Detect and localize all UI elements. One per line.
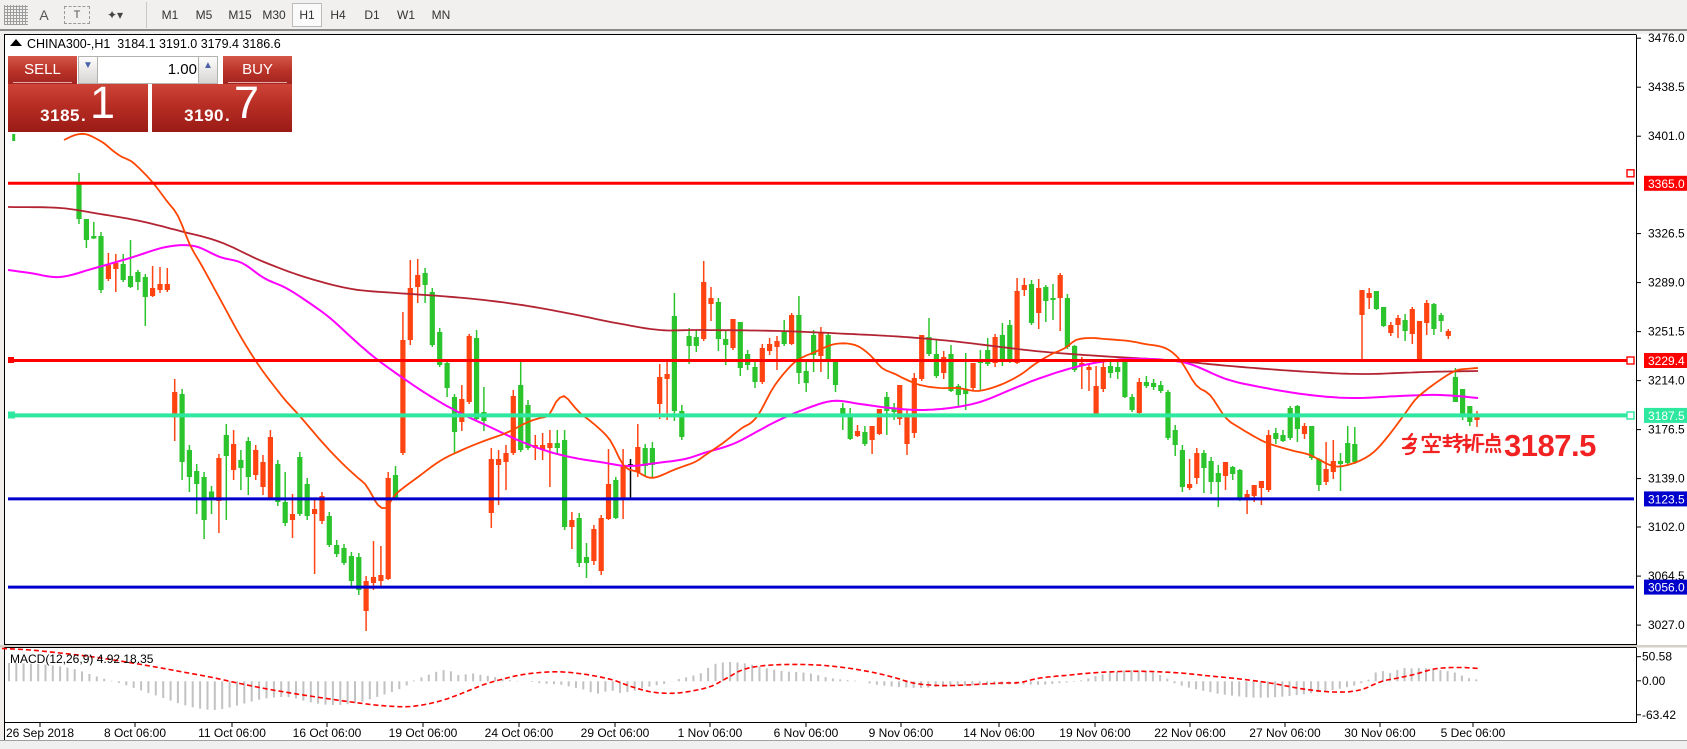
svg-text:CHINA300-,H1 3184.1 3191.0 31: CHINA300-,H1 3184.1 3191.0 3179.4 3186.6	[27, 37, 281, 51]
svg-text:3476.0: 3476.0	[1648, 31, 1685, 45]
svg-text:22 Nov 06:00: 22 Nov 06:00	[1154, 726, 1226, 740]
svg-text:16 Oct 06:00: 16 Oct 06:00	[293, 726, 362, 740]
svg-text:8 Oct 06:00: 8 Oct 06:00	[104, 726, 166, 740]
svg-text:-63.42: -63.42	[1642, 708, 1676, 722]
svg-text:6 Nov 06:00: 6 Nov 06:00	[774, 726, 839, 740]
svg-text:3251.5: 3251.5	[1648, 325, 1685, 339]
svg-text:3229.4: 3229.4	[1648, 354, 1685, 368]
svg-text:0.00: 0.00	[1642, 674, 1666, 688]
svg-text:3187.5: 3187.5	[1504, 428, 1596, 463]
svg-text:9 Nov 06:00: 9 Nov 06:00	[869, 726, 934, 740]
svg-text:3401.0: 3401.0	[1648, 129, 1685, 143]
svg-text:29 Oct 06:00: 29 Oct 06:00	[581, 726, 650, 740]
svg-text:3187.5: 3187.5	[1648, 409, 1685, 423]
svg-text:3326.5: 3326.5	[1648, 227, 1685, 241]
svg-text:3139.0: 3139.0	[1648, 472, 1685, 486]
svg-text:MACD(12,26,9) 4.92 18.35: MACD(12,26,9) 4.92 18.35	[10, 652, 154, 666]
svg-text:30 Nov 06:00: 30 Nov 06:00	[1344, 726, 1416, 740]
svg-text:19 Oct 06:00: 19 Oct 06:00	[389, 726, 458, 740]
svg-text:19 Nov 06:00: 19 Nov 06:00	[1059, 726, 1131, 740]
svg-text:3214.0: 3214.0	[1648, 374, 1685, 388]
svg-text:27 Nov 06:00: 27 Nov 06:00	[1249, 726, 1321, 740]
svg-text:50.58: 50.58	[1642, 650, 1672, 664]
svg-text:1 Nov 06:00: 1 Nov 06:00	[678, 726, 743, 740]
svg-text:3102.0: 3102.0	[1648, 520, 1685, 534]
svg-text:3176.5: 3176.5	[1648, 423, 1685, 437]
svg-text:3289.0: 3289.0	[1648, 276, 1685, 290]
svg-text:14 Nov 06:00: 14 Nov 06:00	[963, 726, 1035, 740]
svg-text:3056.0: 3056.0	[1648, 581, 1685, 595]
svg-text:3027.0: 3027.0	[1648, 618, 1685, 632]
svg-text:3365.0: 3365.0	[1648, 177, 1685, 191]
svg-text:24 Oct 06:00: 24 Oct 06:00	[485, 726, 554, 740]
svg-text:3123.5: 3123.5	[1648, 492, 1685, 506]
svg-text:5 Dec 06:00: 5 Dec 06:00	[1441, 726, 1506, 740]
svg-text:3438.5: 3438.5	[1648, 80, 1685, 94]
svg-text:11 Oct 06:00: 11 Oct 06:00	[198, 726, 266, 740]
svg-text:26 Sep 2018: 26 Sep 2018	[6, 726, 74, 740]
